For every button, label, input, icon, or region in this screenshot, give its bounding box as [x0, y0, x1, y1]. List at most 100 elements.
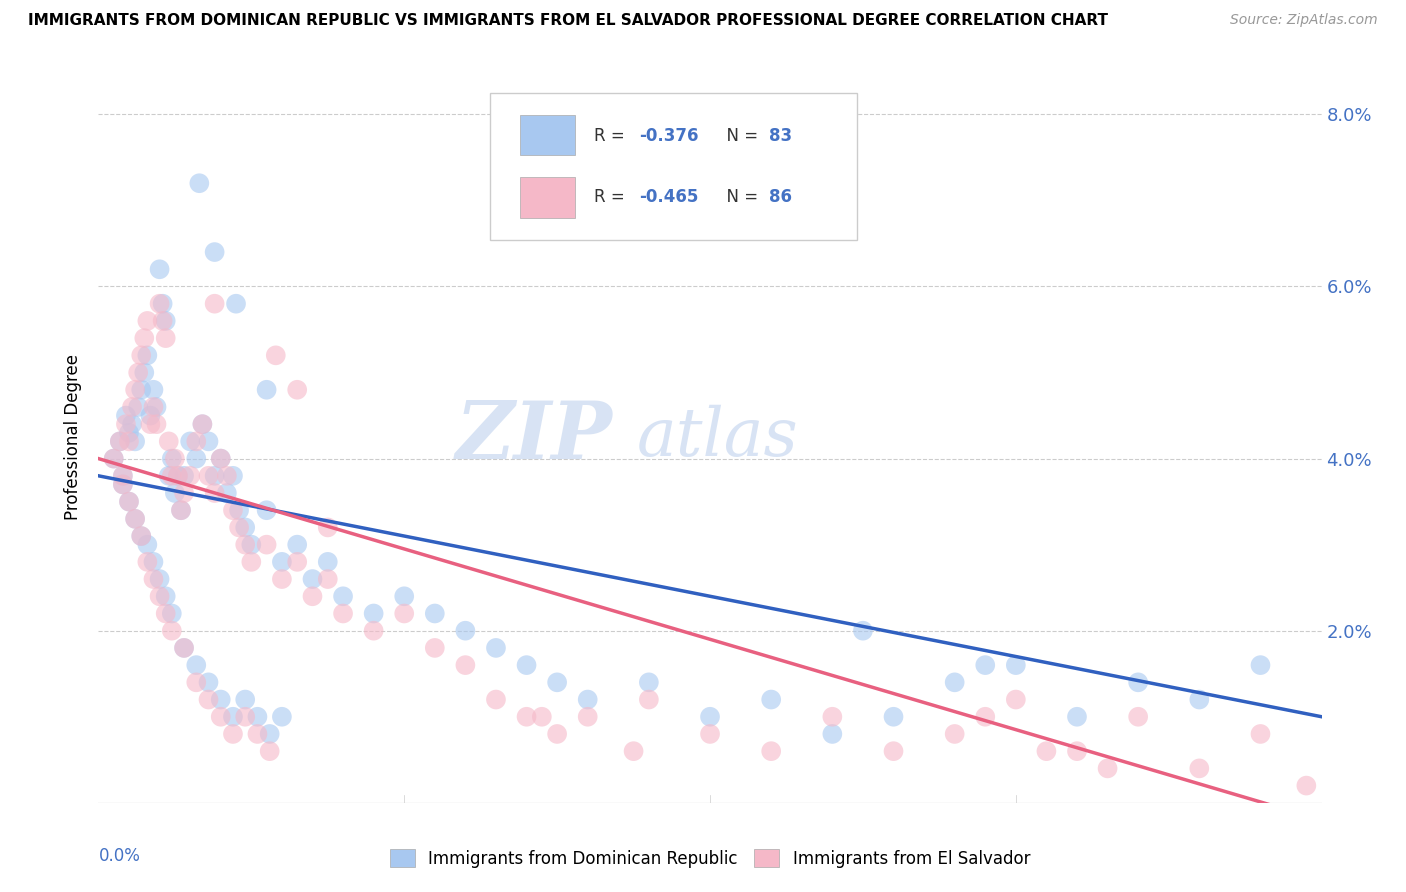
- Text: -0.376: -0.376: [640, 127, 699, 145]
- Point: [136, 314, 159, 328]
- Point: [103, 451, 125, 466]
- Point: [225, 296, 247, 310]
- Point: [149, 296, 172, 310]
- Point: [1066, 744, 1088, 758]
- Point: [423, 607, 446, 621]
- Point: [240, 555, 263, 569]
- Point: [576, 692, 599, 706]
- Point: [204, 245, 226, 260]
- Point: [623, 744, 645, 758]
- Point: [301, 572, 323, 586]
- Point: [423, 640, 446, 655]
- Point: [270, 555, 292, 569]
- Point: [246, 710, 269, 724]
- Point: [136, 555, 159, 569]
- Point: [270, 710, 292, 724]
- Point: [173, 486, 195, 500]
- Point: [111, 477, 134, 491]
- Point: [222, 503, 245, 517]
- Text: 86: 86: [769, 188, 792, 206]
- Point: [145, 417, 167, 432]
- Point: [228, 503, 250, 517]
- Point: [129, 348, 152, 362]
- Point: [155, 589, 177, 603]
- Point: [108, 434, 131, 449]
- Point: [124, 512, 146, 526]
- Point: [179, 434, 201, 449]
- Point: [264, 348, 287, 362]
- Point: [215, 468, 238, 483]
- Point: [883, 744, 905, 758]
- Point: [821, 727, 844, 741]
- Point: [160, 451, 183, 466]
- Point: [145, 400, 167, 414]
- Point: [129, 383, 152, 397]
- Point: [256, 383, 278, 397]
- Point: [111, 477, 134, 491]
- Point: [530, 710, 553, 724]
- Text: Source: ZipAtlas.com: Source: ZipAtlas.com: [1230, 13, 1378, 28]
- Point: [160, 468, 183, 483]
- Point: [163, 486, 186, 500]
- Point: [139, 409, 162, 423]
- Point: [127, 366, 149, 380]
- Point: [392, 589, 416, 603]
- Point: [127, 400, 149, 414]
- Point: [121, 400, 143, 414]
- Point: [155, 607, 177, 621]
- Point: [1188, 692, 1211, 706]
- FancyBboxPatch shape: [489, 94, 856, 240]
- Point: [204, 468, 226, 483]
- Point: [111, 468, 134, 483]
- Point: [186, 434, 208, 449]
- Point: [197, 675, 219, 690]
- Point: [233, 520, 256, 534]
- Point: [883, 710, 905, 724]
- Point: [1128, 675, 1150, 690]
- Point: [115, 417, 138, 432]
- Point: [974, 710, 997, 724]
- Point: [363, 624, 385, 638]
- Point: [699, 710, 721, 724]
- Point: [332, 607, 354, 621]
- Point: [392, 607, 416, 621]
- Point: [173, 640, 195, 655]
- Point: [157, 468, 180, 483]
- Point: [1066, 710, 1088, 724]
- Point: [485, 640, 508, 655]
- Point: [149, 572, 172, 586]
- Point: [163, 451, 186, 466]
- Point: [170, 503, 193, 517]
- Point: [943, 727, 966, 741]
- Point: [149, 262, 172, 277]
- Point: [285, 555, 308, 569]
- Text: R =: R =: [593, 188, 630, 206]
- Y-axis label: Professional Degree: Professional Degree: [65, 354, 83, 520]
- Point: [209, 692, 232, 706]
- Point: [256, 503, 278, 517]
- Point: [852, 624, 875, 638]
- Point: [316, 572, 339, 586]
- Point: [108, 434, 131, 449]
- Point: [152, 296, 174, 310]
- Point: [363, 607, 385, 621]
- Point: [943, 675, 966, 690]
- Point: [186, 451, 208, 466]
- Point: [516, 710, 538, 724]
- Point: [222, 468, 245, 483]
- Point: [256, 538, 278, 552]
- Point: [115, 409, 138, 423]
- Point: [118, 494, 141, 508]
- Point: [197, 434, 219, 449]
- Point: [576, 710, 599, 724]
- Point: [759, 744, 782, 758]
- Point: [285, 383, 308, 397]
- Point: [118, 425, 141, 440]
- Point: [546, 675, 568, 690]
- Legend: Immigrants from Dominican Republic, Immigrants from El Salvador: Immigrants from Dominican Republic, Immi…: [389, 849, 1031, 868]
- Text: atlas: atlas: [637, 404, 799, 470]
- Point: [259, 744, 281, 758]
- Point: [136, 348, 159, 362]
- Point: [139, 417, 162, 432]
- Point: [129, 529, 152, 543]
